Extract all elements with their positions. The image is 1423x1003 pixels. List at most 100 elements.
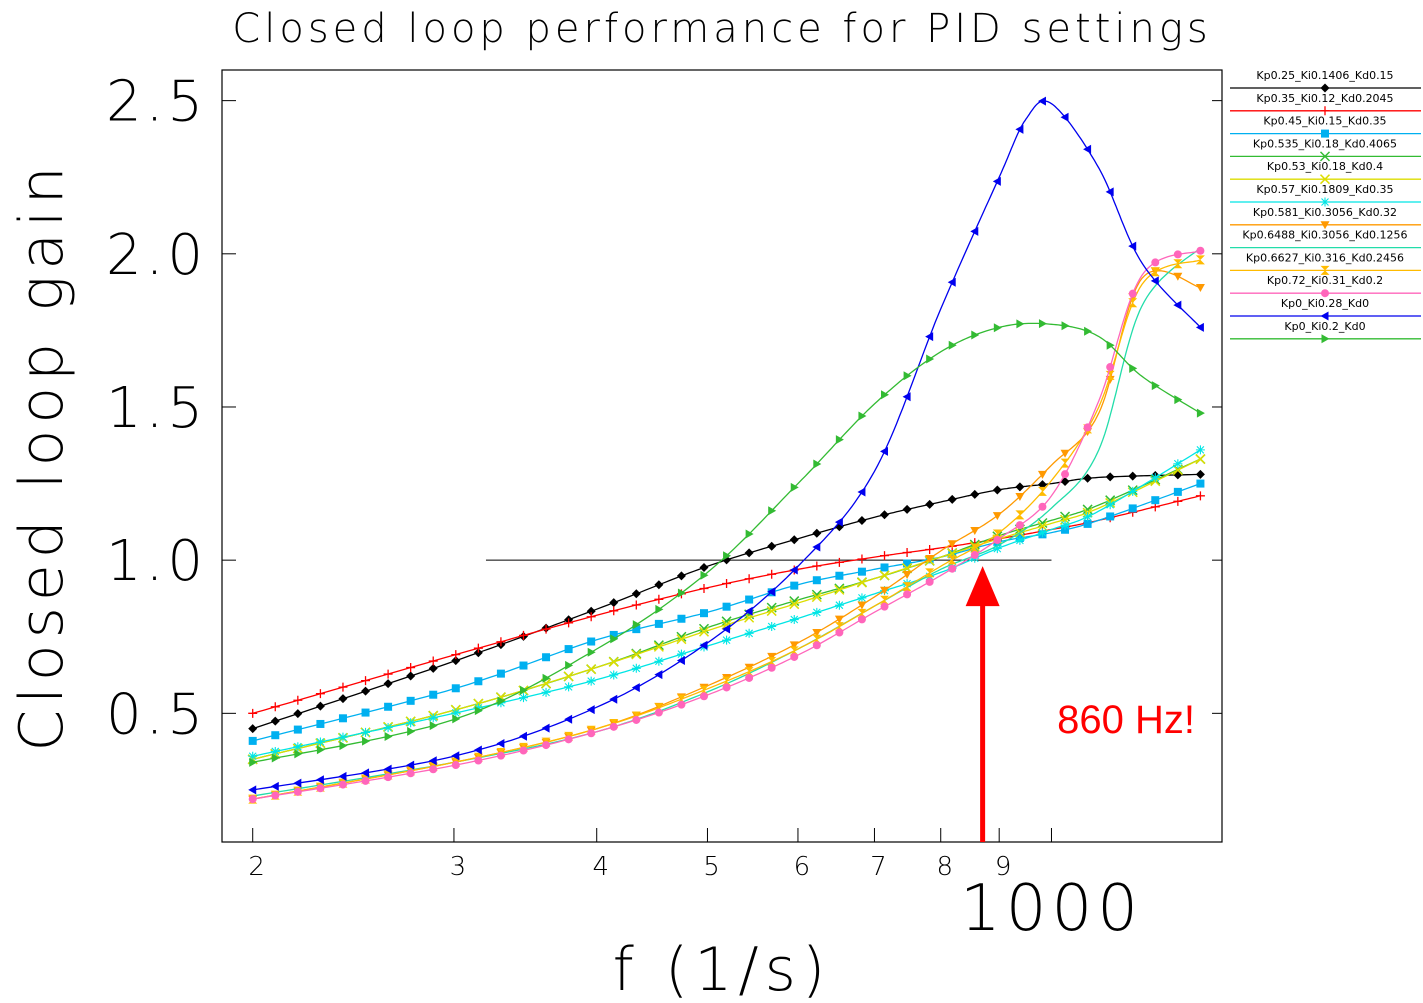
series-1	[248, 469, 1205, 734]
series-point	[789, 535, 799, 545]
series-point	[609, 598, 619, 608]
series-point	[858, 411, 867, 421]
series-point	[293, 695, 303, 705]
series-point	[1128, 241, 1137, 251]
series-point	[1106, 340, 1115, 350]
annotation-text: 860 Hz!	[1057, 698, 1195, 742]
series-point	[700, 570, 709, 580]
plot-frame	[221, 69, 1223, 843]
series-point	[609, 722, 618, 731]
series-point	[315, 689, 325, 699]
series-point	[722, 635, 732, 645]
series-line	[252, 259, 1201, 800]
legend-label: Kp0_Ki0.28_Kd0	[1281, 297, 1369, 310]
series-point	[496, 637, 506, 647]
series-point	[338, 714, 347, 723]
series-point	[1015, 124, 1024, 134]
series-point	[248, 795, 257, 804]
series-point	[812, 528, 822, 538]
series-point	[948, 340, 957, 350]
series-point	[564, 682, 574, 692]
series-point	[811, 592, 822, 603]
series-point	[992, 512, 1002, 521]
series-point	[406, 671, 416, 681]
series-point	[451, 708, 461, 718]
series-point	[1173, 459, 1183, 469]
series-point	[1128, 471, 1138, 481]
series-point	[586, 612, 596, 622]
legend-label: Kp0.45_Ki0.15_Kd0.35	[1263, 115, 1386, 128]
series-point	[1173, 250, 1182, 259]
series-point	[1061, 525, 1070, 534]
series-point	[473, 703, 483, 713]
series-point	[879, 570, 890, 581]
series-point	[1196, 246, 1205, 255]
series-point	[473, 643, 483, 653]
series-point	[1105, 187, 1114, 197]
series-point	[745, 529, 754, 539]
series-point	[947, 555, 957, 565]
legend-marker	[1320, 106, 1330, 116]
series-point	[609, 606, 619, 616]
series-point	[676, 571, 686, 581]
series-point	[835, 571, 844, 580]
series-point	[903, 371, 912, 381]
series-point	[789, 596, 800, 607]
legend-entry: Kp0.535_Ki0.18_Kd0.4065	[1230, 137, 1421, 162]
series-point	[316, 745, 325, 755]
series-point	[1195, 284, 1205, 293]
series-point	[925, 499, 935, 509]
legend-entry: Kp0.45_Ki0.15_Kd0.35	[1230, 115, 1421, 138]
series-point	[677, 588, 686, 598]
series-point	[541, 687, 551, 697]
legend-entry: Kp0.53_Ki0.18_Kd0.4	[1230, 160, 1421, 185]
series-point	[767, 541, 777, 551]
series-point	[1037, 511, 1047, 521]
series-point	[744, 667, 754, 677]
series-point	[790, 581, 799, 590]
series-point	[925, 555, 935, 564]
series-point	[1083, 512, 1093, 522]
series-point	[655, 604, 664, 614]
series-point	[790, 482, 799, 492]
series-point	[564, 645, 573, 654]
series-point	[518, 731, 527, 741]
series-point	[654, 580, 664, 590]
series-point	[947, 277, 956, 287]
series-point	[1037, 517, 1048, 529]
series-point	[631, 683, 640, 693]
series-point	[699, 692, 708, 701]
series-point	[677, 614, 686, 623]
series-point	[992, 544, 1002, 554]
series-point	[270, 781, 279, 791]
series-point	[698, 623, 710, 634]
series-point	[699, 609, 708, 618]
series-point	[1060, 112, 1069, 122]
series-point	[384, 731, 393, 741]
chart-title: Closed loop performance for PID settings	[232, 6, 1211, 52]
series-point	[361, 708, 370, 717]
x-tick-label: 3	[450, 852, 467, 882]
series-point	[406, 718, 416, 728]
series-point	[1015, 492, 1025, 501]
series-point	[722, 683, 731, 692]
legend-label: Kp0.535_Ki0.18_Kd0.4065	[1253, 137, 1397, 150]
series-point	[542, 741, 551, 750]
series-point	[519, 746, 528, 755]
legend-entry: Kp0.25_Ki0.1406_Kd0.15	[1230, 69, 1421, 93]
series-point	[609, 630, 618, 639]
series-point	[993, 536, 1002, 545]
series-point	[676, 634, 687, 645]
series-point	[384, 702, 393, 711]
series-point	[1061, 321, 1070, 331]
series-point	[406, 760, 415, 770]
series-point	[587, 729, 596, 738]
series-point	[654, 619, 663, 628]
series-point	[902, 562, 913, 573]
series-point	[677, 700, 686, 709]
series-point	[744, 606, 753, 616]
series-point	[857, 615, 866, 624]
series-point	[474, 677, 483, 686]
legend-entry: Kp0_Ki0.28_Kd0	[1230, 297, 1421, 321]
series-point	[767, 652, 777, 661]
